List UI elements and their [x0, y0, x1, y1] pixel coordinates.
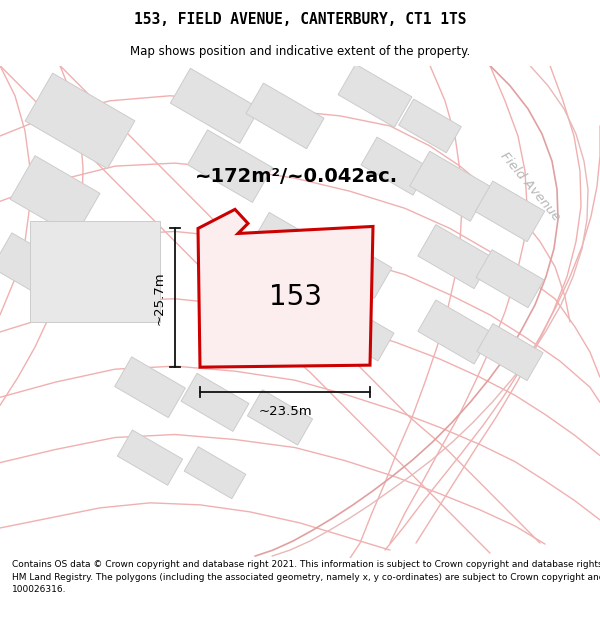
Polygon shape: [477, 324, 543, 381]
Polygon shape: [410, 151, 490, 221]
Polygon shape: [257, 279, 334, 344]
Polygon shape: [476, 250, 544, 308]
Text: 153: 153: [269, 282, 322, 311]
Polygon shape: [10, 156, 100, 237]
Text: Field Avenue: Field Avenue: [497, 149, 562, 223]
Polygon shape: [30, 221, 160, 322]
Text: Contains OS data © Crown copyright and database right 2021. This information is : Contains OS data © Crown copyright and d…: [12, 560, 600, 594]
Polygon shape: [361, 137, 429, 195]
Polygon shape: [338, 64, 412, 128]
Text: ~23.5m: ~23.5m: [258, 406, 312, 418]
Polygon shape: [318, 235, 392, 298]
Polygon shape: [250, 213, 330, 281]
Text: ~25.7m: ~25.7m: [153, 271, 166, 324]
Polygon shape: [246, 83, 324, 149]
Polygon shape: [398, 99, 461, 152]
Polygon shape: [418, 224, 492, 289]
Polygon shape: [0, 233, 68, 301]
Polygon shape: [118, 430, 182, 485]
Polygon shape: [247, 390, 313, 445]
Polygon shape: [326, 303, 394, 361]
Text: Map shows position and indicative extent of the property.: Map shows position and indicative extent…: [130, 45, 470, 58]
Polygon shape: [188, 130, 272, 202]
Polygon shape: [170, 68, 260, 143]
Polygon shape: [184, 447, 246, 499]
Polygon shape: [198, 209, 373, 367]
Polygon shape: [418, 300, 492, 364]
Polygon shape: [115, 357, 185, 418]
Polygon shape: [475, 181, 545, 242]
Polygon shape: [25, 73, 135, 169]
Text: ~172m²/~0.042ac.: ~172m²/~0.042ac.: [195, 167, 398, 186]
Text: 153, FIELD AVENUE, CANTERBURY, CT1 1TS: 153, FIELD AVENUE, CANTERBURY, CT1 1TS: [134, 12, 466, 27]
Polygon shape: [181, 373, 249, 431]
